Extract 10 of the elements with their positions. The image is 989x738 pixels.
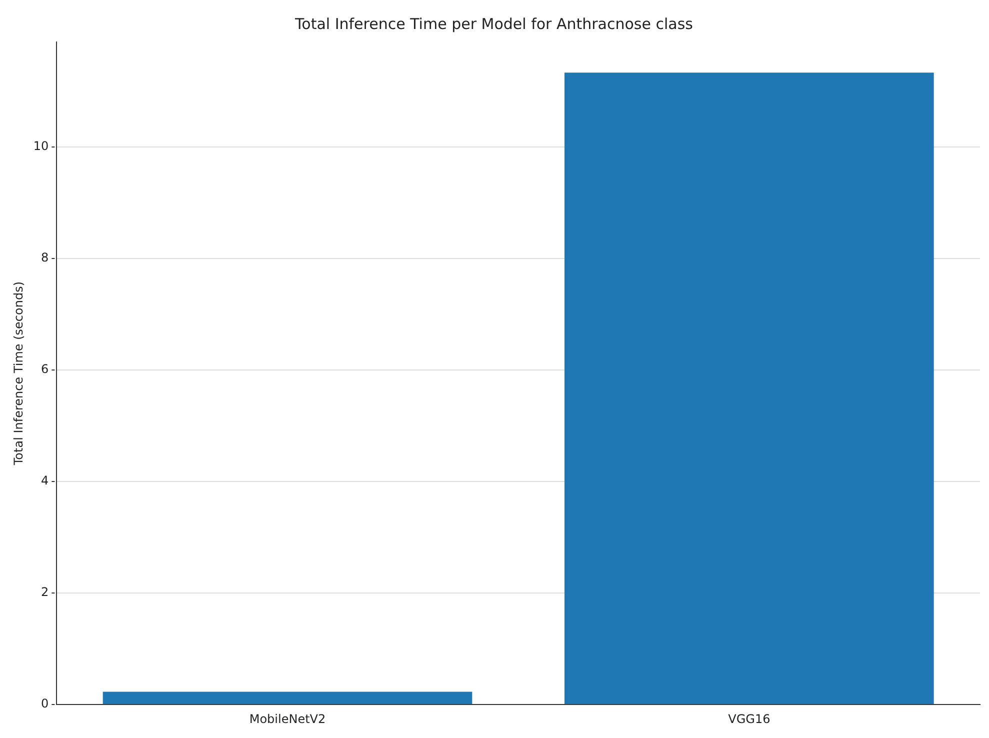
y-axis-title: Total Inference Time (seconds) (11, 281, 26, 466)
x-tick-label: MobileNetV2 (249, 712, 326, 726)
y-tick-label: 8 (41, 250, 49, 265)
y-tick-label: 4 (41, 474, 49, 488)
y-tick-label: 2 (41, 585, 49, 600)
x-tick-label: VGG16 (728, 712, 770, 726)
y-tick-label: 0 (41, 696, 49, 711)
chart-title: Total Inference Time per Model for Anthracnose class (294, 14, 694, 33)
y-tick-label: 6 (41, 362, 49, 376)
y-tick-label: 10 (33, 138, 49, 153)
